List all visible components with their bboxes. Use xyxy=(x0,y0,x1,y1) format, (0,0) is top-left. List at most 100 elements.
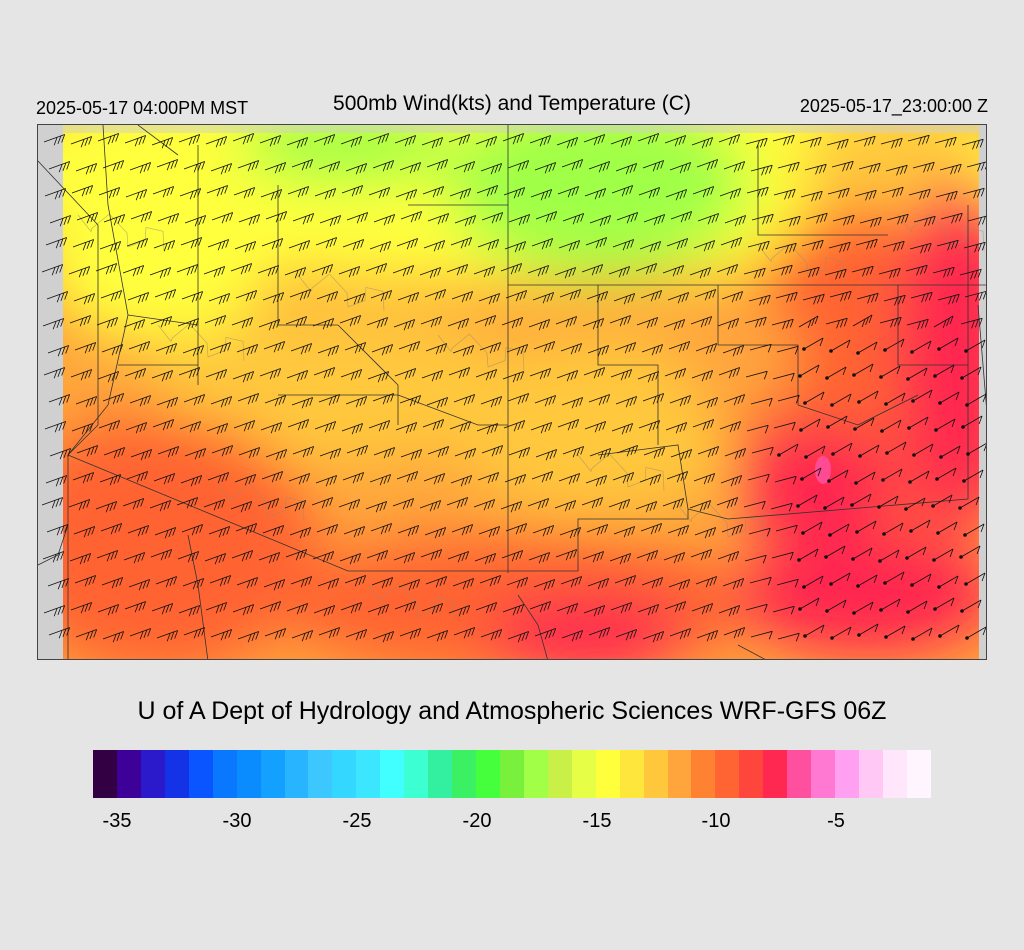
wind-barb xyxy=(776,345,799,355)
wind-barb xyxy=(666,238,689,250)
field-blob xyxy=(898,175,986,535)
border-line xyxy=(38,524,69,566)
wind-barb xyxy=(394,135,417,147)
wind-barb xyxy=(583,605,606,617)
wind-barb xyxy=(642,631,665,643)
wind-barb xyxy=(419,267,442,279)
wind-barb xyxy=(476,185,499,197)
wind-barb xyxy=(130,449,153,461)
wind-barb xyxy=(426,397,449,409)
wind-barb xyxy=(452,345,475,357)
wind-barb xyxy=(344,342,367,354)
wind-barb xyxy=(770,502,793,512)
wind-barb xyxy=(398,579,421,591)
wind-barb xyxy=(365,263,388,275)
wind-barb xyxy=(312,551,335,563)
wind-barb xyxy=(910,291,933,303)
wind-barb xyxy=(156,397,179,409)
wind-barb xyxy=(177,551,200,563)
wind-barb xyxy=(831,160,854,172)
wind-barb xyxy=(263,579,286,591)
wind-barb xyxy=(238,214,261,226)
field-hotspot xyxy=(815,456,831,484)
wind-barb xyxy=(663,319,686,331)
wind-barb xyxy=(504,241,527,253)
wind-barb xyxy=(152,419,175,431)
wind-barb xyxy=(99,241,122,253)
wind-barb xyxy=(345,163,368,175)
wind-barb xyxy=(750,630,773,640)
wind-barb xyxy=(720,237,743,249)
wind-barb xyxy=(426,630,449,642)
wind-barb xyxy=(236,344,259,356)
wind-barb xyxy=(46,291,69,303)
wind-barb xyxy=(425,576,448,588)
wind-barb xyxy=(616,445,639,457)
wind-barb xyxy=(911,389,933,403)
wind-barb xyxy=(345,396,368,408)
wind-barb xyxy=(367,604,390,616)
colorbar-swatch xyxy=(332,750,357,798)
wind-barb xyxy=(851,265,874,277)
wind-barb xyxy=(805,212,828,224)
wind-barb xyxy=(205,136,228,148)
wind-barb xyxy=(210,396,233,408)
wind-barb xyxy=(777,394,800,404)
wind-barb xyxy=(853,135,876,147)
wind-barb xyxy=(799,418,821,432)
wind-barb xyxy=(454,448,477,460)
wind-barb xyxy=(696,159,719,171)
wind-barb xyxy=(481,212,504,224)
wind-barb xyxy=(505,290,528,302)
wind-barb xyxy=(340,602,363,614)
wind-barb xyxy=(373,214,396,226)
wind-barb xyxy=(315,237,338,249)
wind-barb xyxy=(751,213,774,225)
wind-barb xyxy=(123,552,146,564)
wind-barb xyxy=(103,214,126,226)
wind-barb xyxy=(338,266,361,278)
wind-barb xyxy=(960,599,982,613)
wind-barb xyxy=(423,473,446,485)
wind-barb xyxy=(529,368,552,380)
wind-barb xyxy=(342,239,365,251)
wind-barb xyxy=(801,521,823,535)
wind-barb xyxy=(718,367,741,379)
wind-barb xyxy=(315,475,338,487)
wind-barb xyxy=(257,265,280,277)
wind-barb xyxy=(427,213,450,225)
wind-barb xyxy=(958,496,980,510)
wind-barb xyxy=(581,264,604,276)
wind-barb xyxy=(507,393,530,405)
wind-barb xyxy=(669,628,692,640)
wind-barb xyxy=(797,266,820,278)
wind-barb xyxy=(124,368,147,380)
wind-barb xyxy=(858,162,881,174)
wind-barb xyxy=(827,469,849,483)
wind-barb xyxy=(723,394,746,406)
wind-barb xyxy=(506,577,529,589)
wind-barb xyxy=(502,133,525,145)
wind-barb xyxy=(531,238,554,250)
wind-barb xyxy=(852,363,874,377)
wind-barb xyxy=(558,473,581,485)
wind-barb xyxy=(750,164,773,176)
wind-barb xyxy=(857,390,879,404)
colorbar-swatch xyxy=(452,750,476,798)
wind-barb xyxy=(73,293,96,305)
wind-barb xyxy=(934,418,956,432)
wind-barb xyxy=(610,369,633,381)
wind-barb xyxy=(718,605,741,617)
wind-barb xyxy=(74,342,97,354)
wind-barb xyxy=(886,213,909,225)
wind-barb xyxy=(453,394,476,406)
wind-barb xyxy=(49,448,72,460)
colorbar-swatch xyxy=(164,750,189,798)
border-line xyxy=(737,644,766,659)
wind-barb xyxy=(832,214,855,226)
wind-barb xyxy=(501,317,524,329)
wind-barb xyxy=(963,523,985,537)
wind-barb xyxy=(668,579,691,591)
wind-barb xyxy=(313,134,336,146)
wind-barb xyxy=(258,319,281,331)
